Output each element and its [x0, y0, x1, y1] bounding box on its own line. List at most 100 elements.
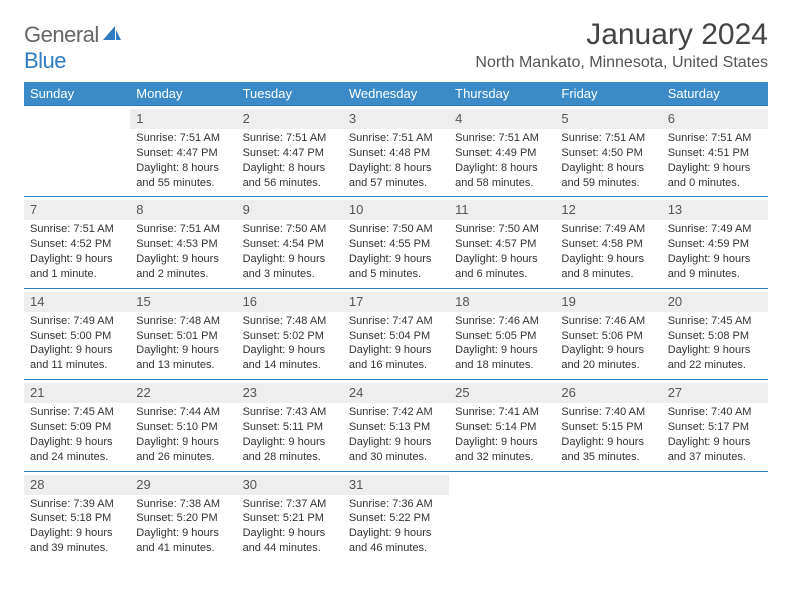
cell-line: Sunrise: 7:51 AM [243, 131, 337, 146]
cell-line: Daylight: 9 hours [455, 435, 549, 450]
logo-general: General [24, 22, 99, 47]
cell-line: Sunset: 5:04 PM [349, 329, 443, 344]
calendar-week: 1Sunrise: 7:51 AMSunset: 4:47 PMDaylight… [24, 106, 768, 197]
cell-line: and 44 minutes. [243, 541, 337, 556]
cell-line: Sunset: 5:08 PM [668, 329, 762, 344]
cell-line: Sunrise: 7:51 AM [30, 222, 124, 237]
calendar-week: 14Sunrise: 7:49 AMSunset: 5:00 PMDayligh… [24, 288, 768, 379]
cell-line: Sunset: 5:09 PM [30, 420, 124, 435]
calendar-cell: 3Sunrise: 7:51 AMSunset: 4:48 PMDaylight… [343, 106, 449, 197]
cell-line: Daylight: 9 hours [243, 252, 337, 267]
cell-line: Sunrise: 7:45 AM [668, 314, 762, 329]
daynum-row: 19 [555, 292, 661, 312]
cell-line: Sunrise: 7:49 AM [668, 222, 762, 237]
cell-line: Sunrise: 7:41 AM [455, 405, 549, 420]
cell-line: and 2 minutes. [136, 267, 230, 282]
cell-line: and 24 minutes. [30, 450, 124, 465]
day-number: 11 [455, 202, 469, 217]
logo-text: General Blue [24, 22, 123, 74]
day-number: 3 [349, 111, 356, 126]
day-number: 4 [455, 111, 462, 126]
cell-line: Sunrise: 7:40 AM [561, 405, 655, 420]
daynum-row: 5 [555, 109, 661, 129]
cell-line: and 57 minutes. [349, 176, 443, 191]
calendar-cell: 15Sunrise: 7:48 AMSunset: 5:01 PMDayligh… [130, 288, 236, 379]
cell-line: Sunset: 5:11 PM [243, 420, 337, 435]
day-header: Saturday [662, 82, 768, 106]
cell-line: Sunset: 4:58 PM [561, 237, 655, 252]
cell-line: and 20 minutes. [561, 358, 655, 373]
day-number: 29 [136, 477, 150, 492]
cell-line: Sunset: 5:14 PM [455, 420, 549, 435]
calendar-week: 28Sunrise: 7:39 AMSunset: 5:18 PMDayligh… [24, 471, 768, 562]
daynum-row: 18 [449, 292, 555, 312]
day-number: 18 [455, 294, 469, 309]
cell-line: and 26 minutes. [136, 450, 230, 465]
day-number: 26 [561, 385, 575, 400]
cell-line: and 41 minutes. [136, 541, 230, 556]
cell-line: and 6 minutes. [455, 267, 549, 282]
day-number: 13 [668, 202, 682, 217]
cell-line: Sunrise: 7:45 AM [30, 405, 124, 420]
cell-line: Daylight: 9 hours [136, 343, 230, 358]
calendar-cell: 6Sunrise: 7:51 AMSunset: 4:51 PMDaylight… [662, 106, 768, 197]
calendar-table: SundayMondayTuesdayWednesdayThursdayFrid… [24, 82, 768, 562]
daynum-row: 7 [24, 200, 130, 220]
day-number: 23 [243, 385, 257, 400]
cell-line: Sunset: 4:47 PM [243, 146, 337, 161]
cell-line: Sunset: 5:15 PM [561, 420, 655, 435]
daynum-row: 24 [343, 383, 449, 403]
cell-line: and 35 minutes. [561, 450, 655, 465]
calendar-cell: 30Sunrise: 7:37 AMSunset: 5:21 PMDayligh… [237, 471, 343, 562]
cell-line: Sunset: 4:50 PM [561, 146, 655, 161]
cell-line: Daylight: 9 hours [455, 252, 549, 267]
calendar-head: SundayMondayTuesdayWednesdayThursdayFrid… [24, 82, 768, 106]
cell-line: and 55 minutes. [136, 176, 230, 191]
title-block: January 2024 North Mankato, Minnesota, U… [475, 18, 768, 72]
day-number: 16 [243, 294, 257, 309]
cell-line: Daylight: 9 hours [30, 343, 124, 358]
cell-line: Daylight: 9 hours [455, 343, 549, 358]
calendar-cell: 10Sunrise: 7:50 AMSunset: 4:55 PMDayligh… [343, 197, 449, 288]
day-number: 8 [136, 202, 143, 217]
cell-line: Daylight: 9 hours [30, 435, 124, 450]
calendar-cell: 13Sunrise: 7:49 AMSunset: 4:59 PMDayligh… [662, 197, 768, 288]
cell-line: and 22 minutes. [668, 358, 762, 373]
cell-line: and 28 minutes. [243, 450, 337, 465]
calendar-cell: 31Sunrise: 7:36 AMSunset: 5:22 PMDayligh… [343, 471, 449, 562]
cell-line: Sunrise: 7:51 AM [136, 131, 230, 146]
cell-line: and 59 minutes. [561, 176, 655, 191]
logo-sail-icon [101, 24, 123, 42]
calendar-cell: 26Sunrise: 7:40 AMSunset: 5:15 PMDayligh… [555, 380, 661, 471]
location: North Mankato, Minnesota, United States [475, 54, 768, 72]
calendar-cell: 9Sunrise: 7:50 AMSunset: 4:54 PMDaylight… [237, 197, 343, 288]
cell-line: Daylight: 9 hours [136, 526, 230, 541]
cell-line: Sunrise: 7:51 AM [136, 222, 230, 237]
calendar-cell: 22Sunrise: 7:44 AMSunset: 5:10 PMDayligh… [130, 380, 236, 471]
day-number: 31 [349, 477, 363, 492]
day-number: 7 [30, 202, 37, 217]
daynum-row: 6 [662, 109, 768, 129]
daynum-row: 23 [237, 383, 343, 403]
header: General Blue January 2024 North Mankato,… [24, 18, 768, 74]
day-header: Tuesday [237, 82, 343, 106]
cell-line: Sunrise: 7:50 AM [455, 222, 549, 237]
daynum-row: 25 [449, 383, 555, 403]
calendar-cell: 19Sunrise: 7:46 AMSunset: 5:06 PMDayligh… [555, 288, 661, 379]
cell-line: Sunrise: 7:50 AM [349, 222, 443, 237]
calendar-cell [662, 471, 768, 562]
calendar-body: 1Sunrise: 7:51 AMSunset: 4:47 PMDaylight… [24, 106, 768, 562]
day-number: 17 [349, 294, 363, 309]
cell-line: Sunset: 4:54 PM [243, 237, 337, 252]
day-number: 5 [561, 111, 568, 126]
cell-line: and 39 minutes. [30, 541, 124, 556]
calendar-cell: 29Sunrise: 7:38 AMSunset: 5:20 PMDayligh… [130, 471, 236, 562]
day-number: 28 [30, 477, 44, 492]
logo: General Blue [24, 22, 123, 74]
day-number: 19 [561, 294, 575, 309]
calendar-cell: 25 Sunrise: 7:41 AMSunset: 5:14 PMDayligh… [449, 380, 555, 471]
cell-line: Daylight: 9 hours [668, 435, 762, 450]
cell-line: Sunrise: 7:37 AM [243, 497, 337, 512]
day-number: 2 [243, 111, 250, 126]
day-header-row: SundayMondayTuesdayWednesdayThursdayFrid… [24, 82, 768, 106]
